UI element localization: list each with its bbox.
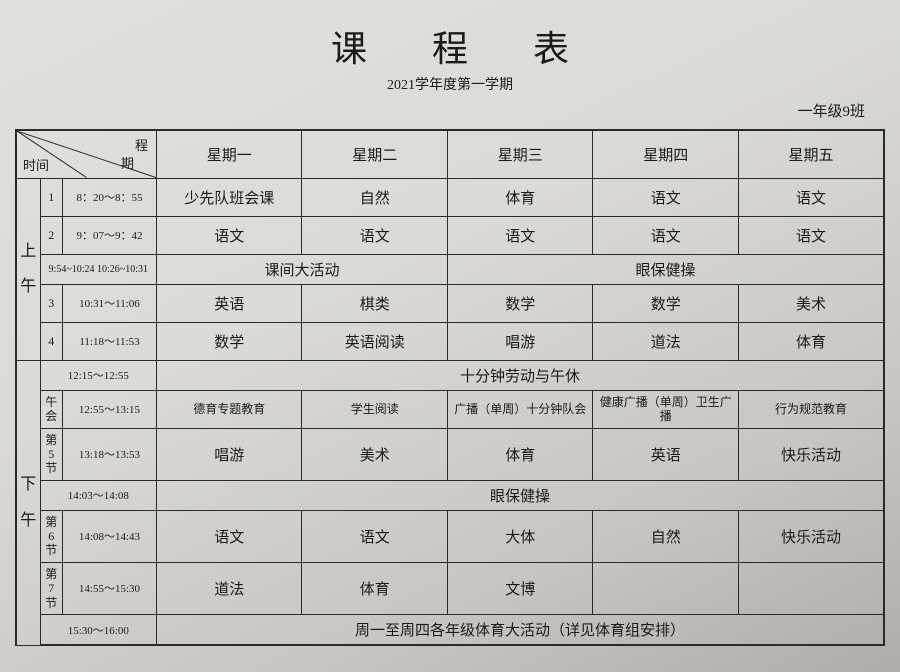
noon-thu: 健康广播（单周）卫生广播 xyxy=(593,390,739,428)
break2-time: 14:03～14:08 xyxy=(40,480,156,510)
corner-cell: 程 期 时间 xyxy=(16,130,156,178)
p1-wed: 体育 xyxy=(447,178,593,216)
timetable: 程 期 时间 星期一 星期二 星期三 星期四 星期五 上午 1 8：20～8：5… xyxy=(15,129,885,646)
p5-thu: 英语 xyxy=(593,428,739,480)
morning-label: 上午 xyxy=(16,178,40,360)
noon-tue: 学生阅读 xyxy=(302,390,448,428)
p5-num: 第5节 xyxy=(40,428,62,480)
p7-wed: 文博 xyxy=(447,562,593,614)
noon-fri: 行为规范教育 xyxy=(738,390,884,428)
break1-left: 课间大活动 xyxy=(156,254,447,284)
p7-fri xyxy=(738,562,884,614)
p2-tue: 语文 xyxy=(302,216,448,254)
p3-mon: 英语 xyxy=(156,284,302,322)
break1-right: 眼保健操 xyxy=(447,254,884,284)
p5-mon: 唱游 xyxy=(156,428,302,480)
p6-mon: 语文 xyxy=(156,510,302,562)
p2-thu: 语文 xyxy=(593,216,739,254)
p3-time: 10:31～11:06 xyxy=(62,284,156,322)
p1-time: 8：20～8：55 xyxy=(62,178,156,216)
p4-thu: 道法 xyxy=(593,322,739,360)
p4-fri: 体育 xyxy=(738,322,884,360)
p2-num: 2 xyxy=(40,216,62,254)
day-thu: 星期四 xyxy=(593,130,739,178)
p1-num: 1 xyxy=(40,178,62,216)
p6-tue: 语文 xyxy=(302,510,448,562)
class-label: 一年级9班 xyxy=(15,100,885,121)
corner-time: 时间 xyxy=(23,155,49,174)
p2-mon: 语文 xyxy=(156,216,302,254)
corner-qi: 期 xyxy=(121,153,134,172)
p6-wed: 大体 xyxy=(447,510,593,562)
page-subtitle: 2021学年度第一学期 xyxy=(15,74,885,94)
lunch-time: 12:15～12:55 xyxy=(40,360,156,390)
p2-fri: 语文 xyxy=(738,216,884,254)
p1-fri: 语文 xyxy=(738,178,884,216)
p3-num: 3 xyxy=(40,284,62,322)
p5-time: 13:18～13:53 xyxy=(62,428,156,480)
page-title: 课 程 表 xyxy=(15,20,885,72)
p1-mon: 少先队班会课 xyxy=(156,178,302,216)
p7-mon: 道法 xyxy=(156,562,302,614)
day-tue: 星期二 xyxy=(302,130,448,178)
p7-time: 14:55～15:30 xyxy=(62,562,156,614)
p3-wed: 数学 xyxy=(447,284,593,322)
noon-mon: 德育专题教育 xyxy=(156,390,302,428)
break1-time: 9:54~10:24 10:26~10:31 xyxy=(40,254,156,284)
p6-num: 第6节 xyxy=(40,510,62,562)
break2-text: 眼保健操 xyxy=(156,480,884,510)
lunch-text: 十分钟劳动与午休 xyxy=(156,360,884,390)
p3-thu: 数学 xyxy=(593,284,739,322)
p5-wed: 体育 xyxy=(447,428,593,480)
p6-thu: 自然 xyxy=(593,510,739,562)
footer-time: 15:30～16:00 xyxy=(40,615,156,646)
p3-tue: 棋类 xyxy=(302,284,448,322)
p1-tue: 自然 xyxy=(302,178,448,216)
p7-thu xyxy=(593,562,739,614)
p2-time: 9：07～9：42 xyxy=(62,216,156,254)
p4-mon: 数学 xyxy=(156,322,302,360)
noon-time: 12:55～13:15 xyxy=(62,390,156,428)
footer-text: 周一至周四各年级体育大活动（详见体育组安排） xyxy=(156,615,884,646)
p2-wed: 语文 xyxy=(447,216,593,254)
p5-tue: 美术 xyxy=(302,428,448,480)
p5-fri: 快乐活动 xyxy=(738,428,884,480)
p6-time: 14:08～14:43 xyxy=(62,510,156,562)
p7-tue: 体育 xyxy=(302,562,448,614)
p3-fri: 美术 xyxy=(738,284,884,322)
p4-num: 4 xyxy=(40,322,62,360)
p7-num: 第7节 xyxy=(40,562,62,614)
corner-cheng: 程 xyxy=(135,135,148,154)
afternoon-label: 下午 xyxy=(16,360,40,645)
day-mon: 星期一 xyxy=(156,130,302,178)
p4-wed: 唱游 xyxy=(447,322,593,360)
p4-tue: 英语阅读 xyxy=(302,322,448,360)
p6-fri: 快乐活动 xyxy=(738,510,884,562)
p1-thu: 语文 xyxy=(593,178,739,216)
p4-time: 11:18～11:53 xyxy=(62,322,156,360)
noon-wed: 广播（单周）十分钟队会 xyxy=(447,390,593,428)
noon-num: 午会 xyxy=(40,390,62,428)
day-fri: 星期五 xyxy=(738,130,884,178)
day-wed: 星期三 xyxy=(447,130,593,178)
